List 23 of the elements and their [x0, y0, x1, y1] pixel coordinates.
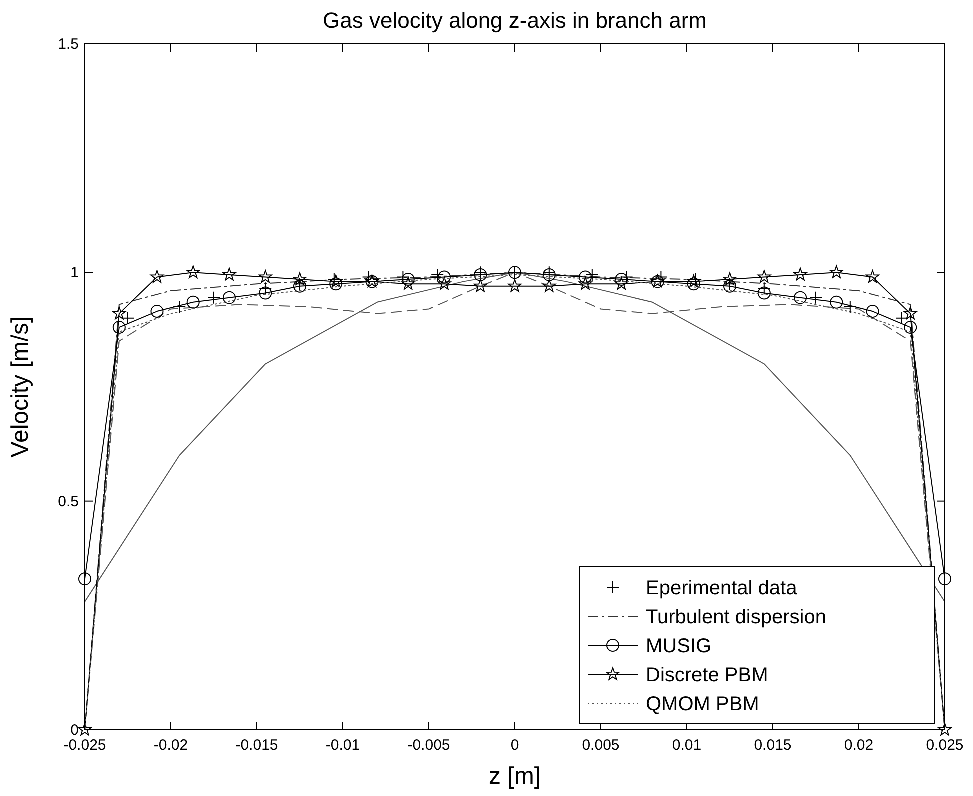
- x-tick-label: 0.02: [844, 737, 874, 754]
- x-tick-label: 0.01: [672, 737, 702, 754]
- legend-label: Turbulent dispersion: [646, 606, 826, 628]
- x-tick-label: -0.02: [154, 737, 188, 754]
- x-tick-label: 0: [510, 737, 520, 754]
- x-tick-label: -0.015: [236, 737, 278, 754]
- legend-label: Eperimental data: [646, 578, 798, 600]
- x-tick-label: -0.01: [326, 737, 360, 754]
- legend-label: MUSIG: [646, 636, 712, 658]
- legend-label: QMOM PBM: [646, 694, 760, 716]
- x-tick-label: 0.015: [754, 737, 792, 754]
- x-tick-label: 0.005: [582, 737, 620, 754]
- x-tick-label: -0.025: [64, 737, 106, 754]
- y-axis-title: Velocity [m/s]: [7, 316, 34, 458]
- legend-label: Discrete PBM: [646, 664, 768, 686]
- y-tick-label: 1: [70, 264, 79, 282]
- y-tick-label: 0.5: [58, 493, 79, 510]
- x-axis-title: z [m]: [489, 763, 541, 790]
- chart-title: Gas velocity along z-axis in branch arm: [323, 8, 707, 33]
- x-tick-label: 0.025: [926, 737, 964, 754]
- y-tick-label: 1.5: [58, 36, 79, 53]
- y-tick-label: 0: [70, 722, 79, 739]
- x-tick-label: -0.005: [408, 737, 450, 754]
